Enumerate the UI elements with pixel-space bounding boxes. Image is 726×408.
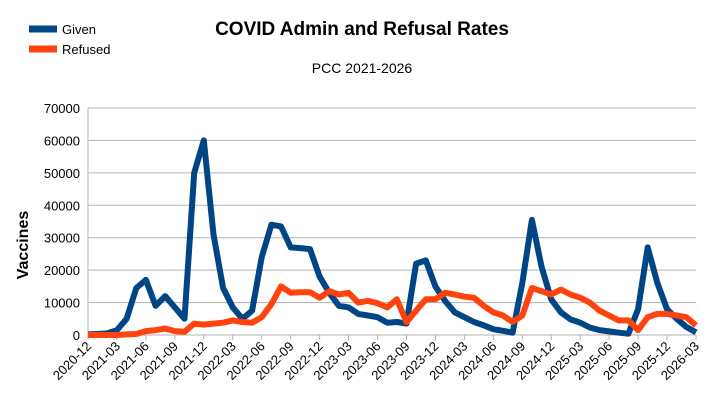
y-tick-label: 0 (73, 328, 80, 343)
chart-title: COVID Admin and Refusal Rates (215, 19, 509, 40)
chart-subtitle: PCC 2021-2026 (312, 60, 413, 76)
y-tick-label: 10000 (44, 296, 80, 311)
legend-label-refused: Refused (62, 42, 110, 57)
y-tick-label: 30000 (44, 231, 80, 246)
y-tick-label: 40000 (44, 198, 80, 213)
axes: 0100002000030000400005000060000700002020… (44, 101, 702, 383)
legend-item-given: Given (29, 22, 96, 37)
series-line-refused (88, 283, 698, 338)
legend-item-refused: Refused (29, 42, 110, 57)
y-tick-label: 20000 (44, 263, 80, 278)
y-tick-label: 60000 (44, 133, 80, 148)
y-tick-label: 70000 (44, 101, 80, 116)
series-lines (87, 137, 698, 338)
legend-label-given: Given (62, 22, 96, 37)
series-line-given (87, 137, 698, 338)
legend: Given Refused (29, 22, 110, 57)
y-axis-label: Vaccines (15, 211, 32, 280)
y-tick-label: 50000 (44, 166, 80, 181)
